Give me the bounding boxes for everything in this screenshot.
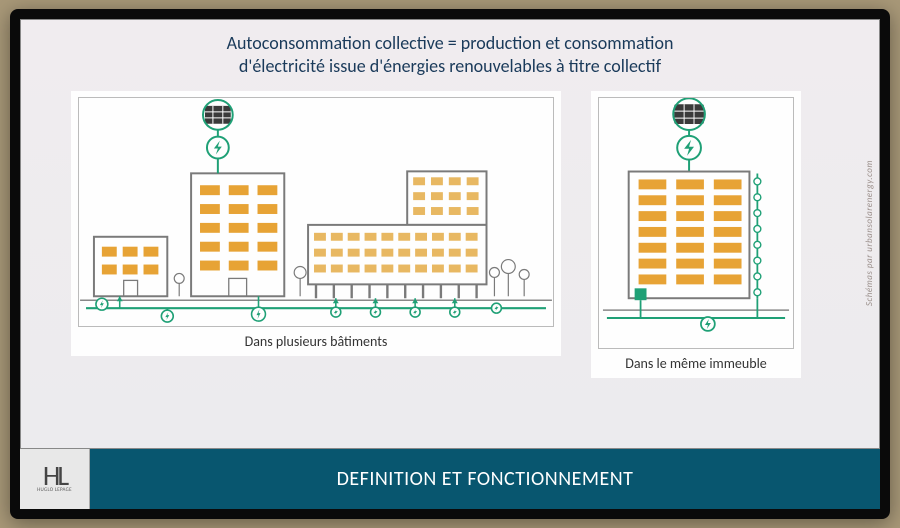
bolt-icon bbox=[207, 137, 229, 159]
heading-line-1: Autoconsommation collective = production… bbox=[227, 32, 674, 54]
image-credit: Schémas par urbansolarenergy.com bbox=[864, 160, 875, 306]
footer-title: DEFINITION ET FONCTIONNEMENT bbox=[90, 449, 880, 509]
panel-multi-buildings: Dans plusieurs bâtiments bbox=[71, 91, 561, 356]
heading-line-2: d'électricité issue d'énergies renouvela… bbox=[239, 55, 661, 77]
tv-frame: Autoconsommation collective = production… bbox=[10, 9, 890, 519]
diagram-single-building bbox=[598, 97, 794, 349]
slide-heading: Autoconsommation collective = production… bbox=[21, 20, 879, 83]
logo: HL HUGLO LEPAGE bbox=[20, 449, 90, 509]
solar-panel-icon bbox=[203, 100, 233, 130]
logo-subtext: HUGLO LEPAGE bbox=[37, 487, 72, 493]
slide: Autoconsommation collective = production… bbox=[20, 19, 880, 509]
logo-mark: HL bbox=[43, 465, 66, 487]
caption-left: Dans plusieurs bâtiments bbox=[245, 333, 388, 350]
building-1 bbox=[94, 237, 167, 296]
diagram-multi-buildings bbox=[78, 97, 554, 327]
building-3 bbox=[308, 171, 486, 298]
slide-footer: HL HUGLO LEPAGE DEFINITION ET FONCTIONNE… bbox=[20, 449, 880, 509]
building-2 bbox=[191, 173, 284, 296]
slide-body: Autoconsommation collective = production… bbox=[20, 19, 880, 449]
caption-right: Dans le même immeuble bbox=[625, 355, 767, 372]
panel-single-building: Dans le même immeuble bbox=[591, 91, 801, 378]
diagram-row: Dans plusieurs bâtiments bbox=[21, 83, 879, 378]
